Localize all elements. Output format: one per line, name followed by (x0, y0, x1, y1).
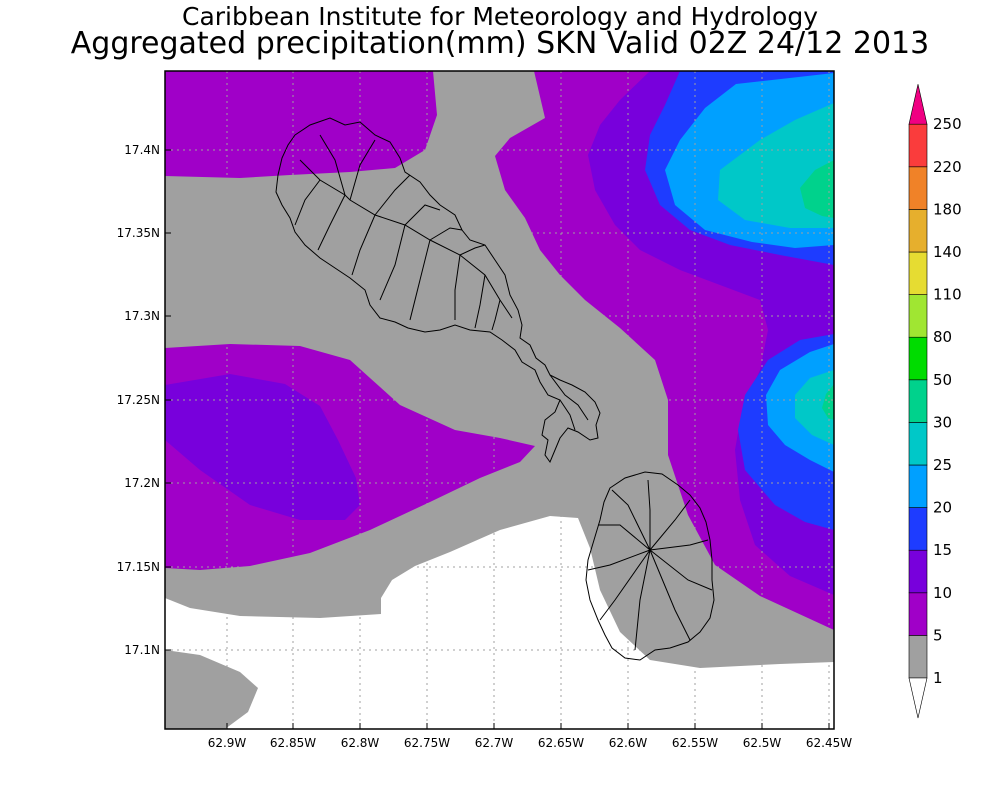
chart-title: Caribbean Institute for Meteorology and … (182, 2, 818, 31)
colorbar-segment (908, 294, 928, 338)
colorbar-label: 25 (933, 456, 952, 474)
lon-label: 62.75W (404, 736, 450, 750)
colorbar-segment (908, 379, 928, 423)
colorbar-label: 140 (933, 243, 962, 261)
colorbar-segment (908, 422, 928, 466)
precip-band-10-15-sw (165, 374, 360, 520)
graticule (165, 71, 834, 729)
lon-label: 62.85W (270, 736, 316, 750)
lon-label: 62.6W (609, 736, 648, 750)
colorbar-label: 1 (933, 669, 943, 687)
precip-band-30-50-n (800, 160, 834, 218)
precip-band-1-5-sw (165, 650, 258, 729)
lat-label: 17.4N (124, 143, 160, 157)
longitude-labels: 62.9W 62.85W 62.8W 62.75W 62.7W 62.65W 6… (208, 736, 853, 750)
precip-band-5-10-nw (165, 71, 437, 178)
colorbar-label: 110 (933, 286, 962, 304)
lon-label: 62.8W (341, 736, 380, 750)
precipitation-field (165, 71, 834, 729)
colorbar-label: 15 (933, 541, 952, 559)
lat-label: 17.25N (117, 393, 160, 407)
colorbar-label: 50 (933, 371, 952, 389)
colorbar-label: 220 (933, 158, 962, 176)
colorbar-label: 80 (933, 328, 952, 346)
colorbar-label: 20 (933, 499, 952, 517)
st-kitts-island (275, 117, 601, 464)
axis-ticks (165, 149, 830, 729)
colorbar-segment (908, 209, 928, 253)
colorbar-segment (908, 592, 928, 636)
lon-label: 62.7W (475, 736, 514, 750)
lat-label: 17.35N (117, 226, 160, 240)
nevis-island (585, 471, 715, 661)
colorbar-segment (908, 123, 928, 168)
chart-subtitle: Aggregated precipitation(mm) SKN Valid 0… (70, 26, 930, 61)
colorbar-label: 250 (933, 115, 962, 133)
precip-band-30-50-s (822, 384, 834, 420)
lon-label: 62.55W (672, 736, 718, 750)
lat-label: 17.2N (124, 476, 160, 490)
colorbar-segment (908, 507, 928, 551)
colorbar-segment (908, 336, 928, 381)
colorbar-segment (908, 635, 928, 679)
lat-label: 17.1N (124, 643, 160, 657)
lat-label: 17.15N (117, 560, 160, 574)
lat-label: 17.3N (124, 309, 160, 323)
colorbar-label: 10 (933, 584, 952, 602)
colorbar-segment (908, 549, 928, 594)
latitude-labels: 17.4N 17.35N 17.3N 17.25N 17.2N 17.15N 1… (117, 143, 160, 657)
lon-label: 62.9W (208, 736, 247, 750)
colorbar-segment (908, 251, 928, 295)
lon-label: 62.45W (806, 736, 852, 750)
lon-label: 62.5W (743, 736, 782, 750)
colorbar-segment (908, 464, 928, 508)
colorbar-top-arrow (908, 84, 928, 125)
precip-band-25-30-s (795, 370, 834, 445)
colorbar-bottom-arrow (908, 677, 928, 719)
colorbar-segment (908, 166, 928, 210)
colorbar-label: 5 (933, 626, 943, 644)
lon-label: 62.65W (538, 736, 584, 750)
colorbar-label: 180 (933, 200, 962, 218)
colorbar-label: 30 (933, 413, 952, 431)
